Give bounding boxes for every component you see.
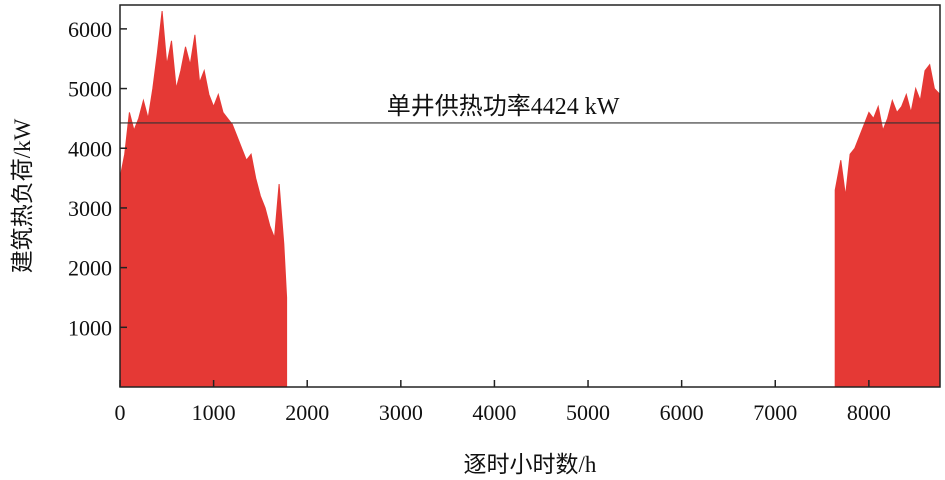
y-tick-label-1: 2000 bbox=[68, 256, 112, 281]
x-tick-label-2: 2000 bbox=[285, 400, 329, 425]
x-axis-label: 逐时小时数/h bbox=[464, 452, 597, 477]
x-tick-label-3: 3000 bbox=[379, 400, 423, 425]
load-area-segment-0-0 bbox=[119, 10, 288, 388]
load-area-segment-0-1 bbox=[834, 63, 941, 388]
x-tick-label-1: 1000 bbox=[192, 400, 236, 425]
x-tick-label-0: 0 bbox=[115, 400, 126, 425]
x-tick-label-7: 7000 bbox=[753, 400, 797, 425]
y-axis-label: 建筑热负荷/kW bbox=[10, 118, 35, 273]
x-tick-label-5: 5000 bbox=[566, 400, 610, 425]
y-tick-label-3: 4000 bbox=[68, 136, 112, 161]
x-tick-label-6: 6000 bbox=[660, 400, 704, 425]
x-tick-label-4: 4000 bbox=[472, 400, 516, 425]
y-tick-label-4: 5000 bbox=[68, 77, 112, 102]
reference-line-label: 单井供热功率4424 kW bbox=[387, 93, 620, 120]
y-axis-ticks: 1000 2000 3000 4000 5000 6000 bbox=[68, 17, 127, 340]
y-tick-label-5: 6000 bbox=[68, 17, 112, 42]
plot-frame bbox=[119, 4, 941, 388]
load-series-area bbox=[119, 10, 941, 388]
x-tick-label-8: 8000 bbox=[847, 400, 891, 425]
x-axis-ticks: 0 1000 2000 3000 4000 5000 6000 7000 8000 bbox=[115, 380, 891, 425]
y-tick-label-0: 1000 bbox=[68, 315, 112, 340]
y-tick-label-2: 3000 bbox=[68, 196, 112, 221]
